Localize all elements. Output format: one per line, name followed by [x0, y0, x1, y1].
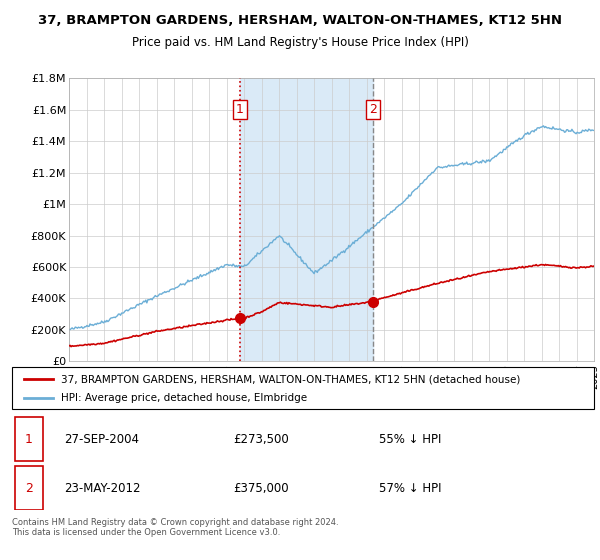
FancyBboxPatch shape	[15, 465, 43, 510]
Text: HPI: Average price, detached house, Elmbridge: HPI: Average price, detached house, Elmb…	[61, 393, 308, 403]
Text: 23-MAY-2012: 23-MAY-2012	[64, 482, 141, 494]
Text: 2: 2	[25, 482, 33, 494]
Text: £375,000: £375,000	[233, 482, 289, 494]
FancyBboxPatch shape	[15, 417, 43, 460]
Text: 1: 1	[25, 432, 33, 446]
Text: 27-SEP-2004: 27-SEP-2004	[64, 432, 139, 446]
Text: 1: 1	[236, 104, 244, 116]
Text: £273,500: £273,500	[233, 432, 289, 446]
Text: 37, BRAMPTON GARDENS, HERSHAM, WALTON-ON-THAMES, KT12 5HN: 37, BRAMPTON GARDENS, HERSHAM, WALTON-ON…	[38, 14, 562, 27]
Text: 55% ↓ HPI: 55% ↓ HPI	[379, 432, 441, 446]
Text: Price paid vs. HM Land Registry's House Price Index (HPI): Price paid vs. HM Land Registry's House …	[131, 36, 469, 49]
Bar	[239, 78, 373, 361]
Text: 2: 2	[369, 104, 377, 116]
Text: 57% ↓ HPI: 57% ↓ HPI	[379, 482, 441, 494]
Text: 37, BRAMPTON GARDENS, HERSHAM, WALTON-ON-THAMES, KT12 5HN (detached house): 37, BRAMPTON GARDENS, HERSHAM, WALTON-ON…	[61, 375, 521, 384]
Text: Contains HM Land Registry data © Crown copyright and database right 2024.
This d: Contains HM Land Registry data © Crown c…	[12, 518, 338, 538]
